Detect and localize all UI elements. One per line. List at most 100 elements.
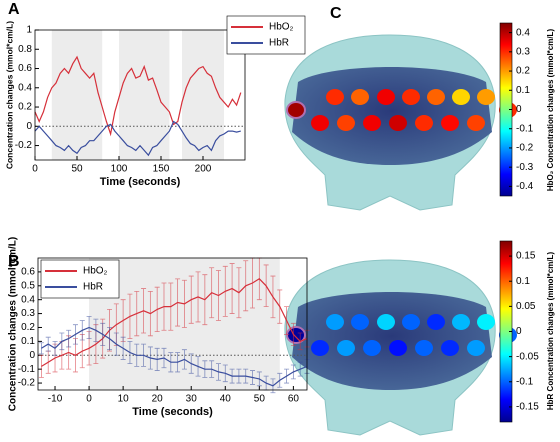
colorbar-tick-label: 0.1 [516,85,530,96]
channel [477,89,495,105]
channel [377,314,395,330]
y-axis-label: Concentration changes (mmol*cm/L) [8,237,19,411]
channel [311,340,329,356]
channel [389,340,407,356]
channel [326,89,344,105]
colorbar-tick-label: -0.1 [516,376,534,387]
y-tick-label: 0.1 [21,336,35,347]
panel-label: B [8,253,20,270]
legend-box [226,15,306,55]
y-tick-label: 0.3 [21,308,35,319]
channel [441,340,459,356]
colorbar-tick-label: -0.4 [516,181,534,192]
x-tick-label: 200 [195,164,212,175]
x-tick-label: 50 [254,394,266,405]
x-tick-label: 60 [288,394,300,405]
axes-frame [34,29,246,161]
colorbar-tick-label: -0.15 [516,402,539,413]
y-tick-label: 0.2 [18,102,32,113]
y-tick-label: -0.1 [18,364,36,375]
channel [452,89,470,105]
y-tick-label: 0.5 [21,280,35,291]
channel [363,115,381,131]
x-tick-label: 0 [86,394,92,405]
y-axis-label: Concentration changes (mmol*cm/L) [4,21,14,169]
colorbar-label: HbO₂ Concentration changes (mmol*cm/L) [546,29,555,192]
legend-label: HbR [269,38,289,49]
channel [363,340,381,356]
axes-frame [37,257,308,391]
x-tick-label: 100 [111,164,128,175]
colorbar-tick-label: 0.4 [516,27,530,38]
colorbar-tick-label: -0.1 [516,123,534,134]
channel [377,89,395,105]
channel [351,314,369,330]
legend-label: HbR [83,282,103,293]
channel [427,89,445,105]
legend-label: HbO₂ [269,22,294,33]
channel [337,115,355,131]
panel-label: A [8,1,20,18]
x-tick-label: 10 [118,394,130,405]
channel [337,340,355,356]
series-line [41,326,308,387]
colorbar-tick-label: 0 [516,326,522,337]
y-tick-label: 0.8 [18,44,32,55]
colorbar-tick-label: 0.1 [516,276,530,287]
channel [452,314,470,330]
colorbar-tick-label: 0.15 [516,251,536,262]
colorbar-tick-label: 0.3 [516,46,530,57]
y-tick-label: 0 [26,121,32,132]
y-tick-label: -0.2 [18,378,36,389]
x-axis-label: Time (seconds) [100,176,181,188]
y-tick-label: 1 [26,25,32,36]
series-line [34,120,241,157]
channel [286,101,306,119]
x-tick-label: 50 [71,164,83,175]
x-tick-label: 30 [186,394,198,405]
colorbar-tick-label: -0.05 [516,351,539,362]
y-tick-label: 0.4 [18,82,32,93]
channel [467,115,485,131]
channel [326,314,344,330]
stimulus-block [119,30,170,160]
channel [441,115,459,131]
channel [311,115,329,131]
colorbar-tick-label: 0.2 [516,66,530,77]
x-tick-label: 150 [153,164,170,175]
colorbar-tick-label: 0 [516,104,522,115]
channel [402,89,420,105]
colorbar-tick-label: -0.3 [516,162,534,173]
panel-label: C [330,5,342,22]
brain-bottom [284,259,517,436]
stimulus-block [51,30,103,160]
brain-top [284,34,517,211]
y-tick-label: 0 [29,350,35,361]
x-tick-label: -10 [48,394,63,405]
channel [402,314,420,330]
channel [415,340,433,356]
y-tick-label: 0.4 [21,294,35,305]
y-tick-label: 0.6 [18,63,32,74]
channel [415,115,433,131]
colorbar-tick-label: 0.05 [516,301,536,312]
legend-label: HbO₂ [83,266,108,277]
y-tick-label: -0.2 [15,140,33,151]
x-tick-label: 20 [152,394,164,405]
x-tick-label: 40 [220,394,232,405]
y-tick-label: 0.6 [21,267,35,278]
series-line [34,55,242,137]
channel [389,115,407,131]
channel [427,314,445,330]
x-tick-label: 0 [32,164,38,175]
channel [477,314,495,330]
error-bar [38,342,44,355]
x-axis-label: Time (seconds) [132,406,213,418]
colorbar-label: HbR Concentration changes (mmol*cm/L) [546,252,555,411]
y-tick-label: 0.2 [21,322,35,333]
legend-box [40,259,120,299]
channel [467,340,485,356]
colorbar-tick-label: -0.2 [516,143,534,154]
